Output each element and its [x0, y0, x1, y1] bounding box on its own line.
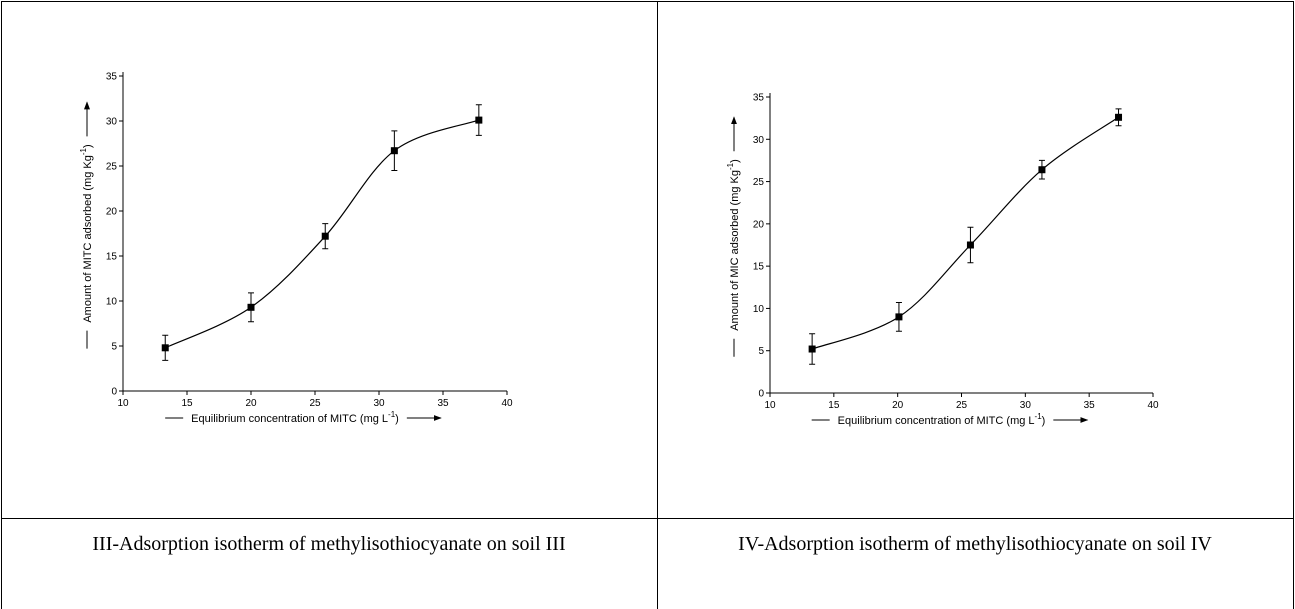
marker	[475, 116, 483, 124]
x-tick-label: 10	[117, 398, 129, 409]
x-tick-label: 15	[181, 398, 193, 409]
x-tick-label: 35	[437, 398, 449, 409]
marker	[1038, 166, 1046, 174]
y-tick-label: 35	[106, 72, 118, 83]
caption: IV-Adsorption isotherm of methylisothioc…	[738, 533, 1212, 555]
fit-curve	[811, 116, 1119, 350]
x-tick-label: 40	[1147, 400, 1159, 411]
x-tick-label: 40	[501, 398, 513, 409]
y-tick-label: 15	[753, 262, 765, 273]
x-tick-label: 35	[1084, 400, 1096, 411]
marker	[1115, 113, 1123, 121]
x-tick-label: 30	[373, 398, 385, 409]
y-tick-label: 35	[753, 93, 765, 104]
y-tick-label: 0	[758, 389, 764, 400]
marker	[247, 303, 255, 311]
y-tick-label: 25	[753, 177, 765, 188]
x-label: Equilibrium concentration of MITC (mg L-…	[165, 410, 442, 425]
x-label: Equilibrium concentration of MITC (mg L-…	[811, 412, 1089, 427]
y-tick-label: 25	[106, 162, 118, 173]
axis-label: Amount of MITC adsorbed (mg Kg-1)	[79, 144, 94, 322]
x-tick-label: 20	[892, 400, 904, 411]
label-part: )	[82, 144, 94, 148]
axis-label: Equilibrium concentration of MITC (mg L-…	[838, 412, 1046, 427]
marker	[966, 241, 974, 249]
label-part: Amount of MIC adsorbed (mg Kg	[729, 170, 741, 331]
label-part: Equilibrium concentration of MITC (mg L	[838, 415, 1035, 427]
marker	[390, 147, 398, 155]
x-tick-label: 10	[764, 400, 776, 411]
marker	[161, 344, 169, 352]
y-tick-label: 10	[753, 304, 765, 315]
marker	[321, 232, 329, 240]
label-part: )	[729, 159, 741, 163]
x-tick-label: 20	[245, 398, 257, 409]
label-part: )	[1042, 415, 1046, 427]
x-tick-label: 25	[956, 400, 968, 411]
marker	[895, 313, 903, 321]
y-tick-label: 10	[106, 297, 118, 308]
y-tick-label: 30	[753, 135, 765, 146]
superscript: -1	[726, 162, 735, 170]
x-tick-label: 30	[1020, 400, 1032, 411]
caption: III-Adsorption isotherm of methylisothio…	[92, 533, 566, 555]
axis-label: Equilibrium concentration of MITC (mg L-…	[191, 410, 399, 425]
superscript: -1	[1035, 412, 1043, 421]
marker	[808, 345, 816, 353]
y-tick-label: 15	[106, 252, 118, 263]
y-tick-label: 20	[106, 207, 118, 218]
axis-label: Amount of MIC adsorbed (mg Kg-1)	[726, 159, 741, 331]
y-tick-label: 20	[753, 219, 765, 230]
label-part: )	[395, 413, 399, 425]
y-label: Amount of MITC adsorbed (mg Kg-1)	[79, 101, 94, 349]
superscript: -1	[79, 147, 88, 155]
x-tick-label: 25	[309, 398, 321, 409]
superscript: -1	[388, 410, 396, 419]
y-tick-label: 5	[758, 346, 764, 357]
y-tick-label: 0	[111, 387, 117, 398]
x-tick-label: 15	[828, 400, 840, 411]
y-tick-label: 30	[106, 117, 118, 128]
label-part: Amount of MITC adsorbed (mg Kg	[82, 155, 94, 323]
label-part: Equilibrium concentration of MITC (mg L	[191, 413, 388, 425]
y-label: Amount of MIC adsorbed (mg Kg-1)	[726, 116, 741, 357]
y-tick-label: 5	[111, 342, 117, 353]
